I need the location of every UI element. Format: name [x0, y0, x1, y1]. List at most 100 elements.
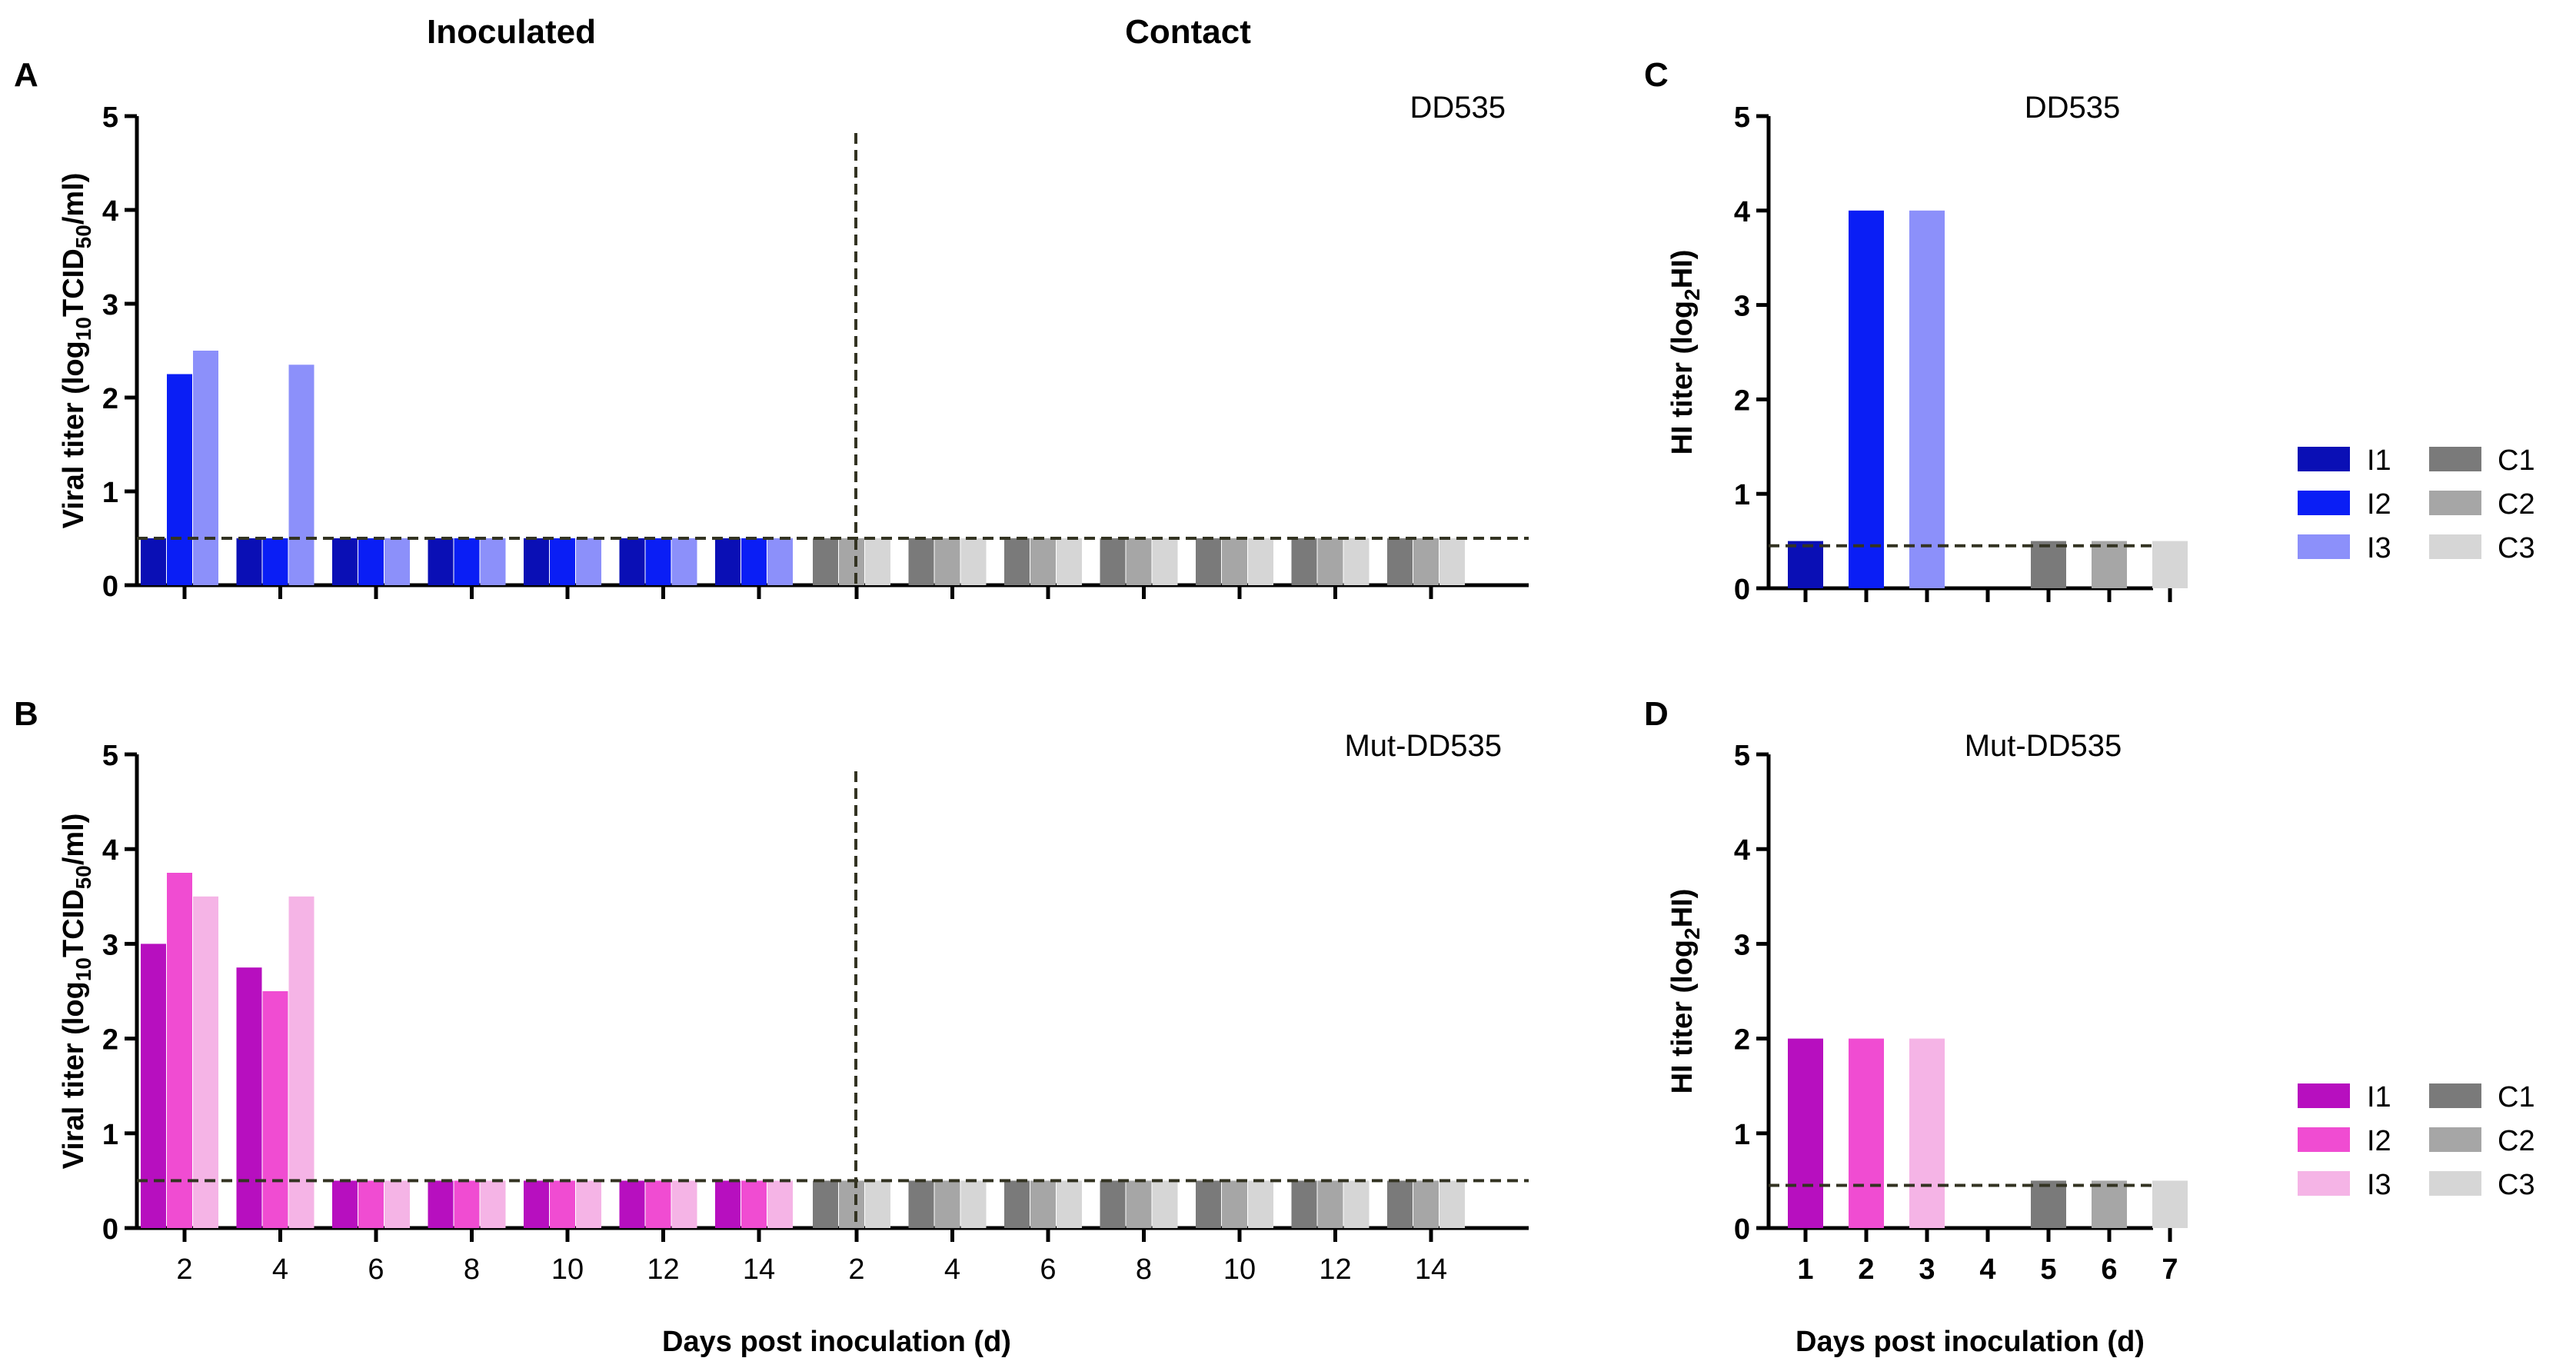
y-axis-label-subscript: 2 [1680, 288, 1704, 301]
x-tick-label: 2 [848, 1253, 864, 1286]
bar-c1-day-8-contact [1100, 538, 1126, 585]
legend-swatch-i2 [2298, 1127, 2350, 1152]
legend-label-c2: C2 [2498, 488, 2535, 521]
y-tick-label: 3 [102, 289, 118, 321]
y-axis-label-part: TCID [58, 889, 90, 957]
x-tick-label: 6 [1040, 1253, 1056, 1286]
bar-c2-day-4-contact [934, 538, 960, 585]
y-axis-label-part: /ml) [58, 173, 90, 225]
y-tick-label: 1 [102, 1119, 118, 1151]
bar-c3-day-14-contact [1439, 1180, 1465, 1228]
y-tick-label: 2 [1734, 1024, 1750, 1057]
x-tick-label: 4 [944, 1253, 960, 1286]
y-axis-label: Viral titer (log10TCID50/ml) [58, 173, 95, 529]
y-tick-label: 3 [102, 929, 118, 961]
y-tick-label: 5 [1734, 102, 1750, 134]
bar-i1-day-6-inoculated [332, 1180, 358, 1228]
x-tick-label: 10 [1223, 1253, 1256, 1286]
legend-swatch-c2 [2429, 1127, 2481, 1152]
bar-i3-day-10-inoculated [576, 1180, 601, 1228]
bar-c2-day-12-contact [1317, 1180, 1343, 1228]
x-tick-label: 3 [1919, 1253, 1935, 1286]
bar-c3-day-10-contact [1248, 1180, 1273, 1228]
virus-name: DD535 [1409, 91, 1506, 125]
bar-i1-day-12-inoculated [619, 538, 645, 585]
bar-i2-day-4-inoculated [262, 538, 288, 585]
x-tick-label: 14 [1415, 1253, 1447, 1286]
panel-label: C [1644, 56, 1669, 94]
y-axis-label-part: HI titer (log [1666, 940, 1699, 1094]
x-tick-label: 2 [1858, 1253, 1874, 1286]
y-tick-label: 4 [1734, 834, 1750, 867]
legend-label-c1: C1 [2498, 444, 2535, 477]
y-axis-label-part: Viral titer (log [58, 341, 90, 528]
y-tick-label: 3 [1734, 929, 1750, 961]
bar-i1-day-14-inoculated [715, 538, 741, 585]
y-tick-label: 4 [1734, 196, 1750, 228]
legend-top: I1 I2 I3 C1 C2 C3 [2298, 444, 2535, 564]
bar-i3-day-6-inoculated [384, 538, 410, 585]
header-inoculated: Inoculated [427, 13, 596, 51]
bar-i1-day-8-inoculated [428, 1180, 454, 1228]
x-tick-label: 2 [176, 1253, 192, 1286]
bar-c2-day-14-contact [1413, 1180, 1439, 1228]
bar-c3 [2152, 541, 2188, 588]
y-axis-label-subscript: 50 [72, 865, 95, 889]
bar-c3-day-2-contact [865, 1180, 890, 1228]
bar-i2-day-12-inoculated [645, 1180, 671, 1228]
bar-i3-day-14-inoculated [767, 538, 793, 585]
y-axis-label-part: HI) [1666, 889, 1699, 928]
legend-bottom: I1 I2 I3 C1 C2 C3 [2298, 1081, 2535, 1201]
y-tick-label: 1 [1734, 479, 1750, 511]
bar-c1-day-4-contact [908, 538, 934, 585]
bar-i2-day-6-inoculated [358, 538, 384, 585]
y-axis-label-part: Viral titer (log [58, 981, 90, 1169]
bar-c1-day-8-contact [1100, 1180, 1126, 1228]
panel-label: B [14, 695, 38, 733]
y-tick-label: 2 [1734, 384, 1750, 417]
bar-c2 [2092, 541, 2127, 588]
bar-i2-day-10-inoculated [550, 1180, 575, 1228]
y-tick-label: 3 [1734, 291, 1750, 323]
bar-c3-day-10-contact [1248, 538, 1273, 585]
bar-c1-day-12-contact [1291, 538, 1317, 585]
bar-c1 [2031, 541, 2066, 588]
virus-name: DD535 [2025, 91, 2121, 125]
x-tick-label: 4 [1979, 1253, 1995, 1286]
y-axis-label-part: /ml) [58, 814, 90, 866]
bar-c1-day-10-contact [1196, 1180, 1221, 1228]
bar-c3 [2152, 1180, 2188, 1228]
x-tick-label: 12 [1319, 1253, 1351, 1286]
bar-i3-day-10-inoculated [576, 538, 601, 585]
bar-c2-day-10-contact [1222, 1180, 1247, 1228]
bar-c3-day-4-contact [960, 1180, 987, 1228]
y-axis-label-part: HI) [1666, 250, 1699, 289]
bar-i2-day-14-inoculated [741, 1180, 767, 1228]
virus-name: Mut-DD535 [1344, 729, 1502, 763]
legend-swatch-c2 [2429, 491, 2481, 515]
legend-label-i3: I3 [2367, 1169, 2391, 1201]
legend-swatch-c3 [2429, 534, 2481, 559]
x-tick-label: 7 [2162, 1253, 2178, 1286]
bar-c3-day-12-contact [1343, 1180, 1370, 1228]
x-tick-label: 6 [368, 1253, 384, 1286]
legend-swatch-c1 [2429, 447, 2481, 471]
bar-c1-day-6-contact [1004, 538, 1030, 585]
legend-label-i2: I2 [2367, 488, 2391, 521]
virus-name: Mut-DD535 [1965, 729, 2122, 763]
bar-i3-day-2-inoculated [193, 896, 218, 1228]
legend-label-i1: I1 [2367, 1081, 2391, 1113]
bar-c1-day-14-contact [1387, 538, 1413, 585]
bar-i2 [1849, 210, 1884, 588]
bar-c3-day-6-contact [1057, 538, 1082, 585]
bar-i1-day-14-inoculated [715, 1180, 741, 1228]
y-tick-label: 0 [102, 571, 118, 603]
x-axis-label-right: Days post inoculation (d) [1796, 1326, 2145, 1358]
bar-c1 [2031, 1180, 2066, 1228]
bar-i2-day-6-inoculated [358, 1180, 384, 1228]
bar-i2-day-12-inoculated [645, 538, 671, 585]
bar-c1-day-12-contact [1291, 1180, 1317, 1228]
